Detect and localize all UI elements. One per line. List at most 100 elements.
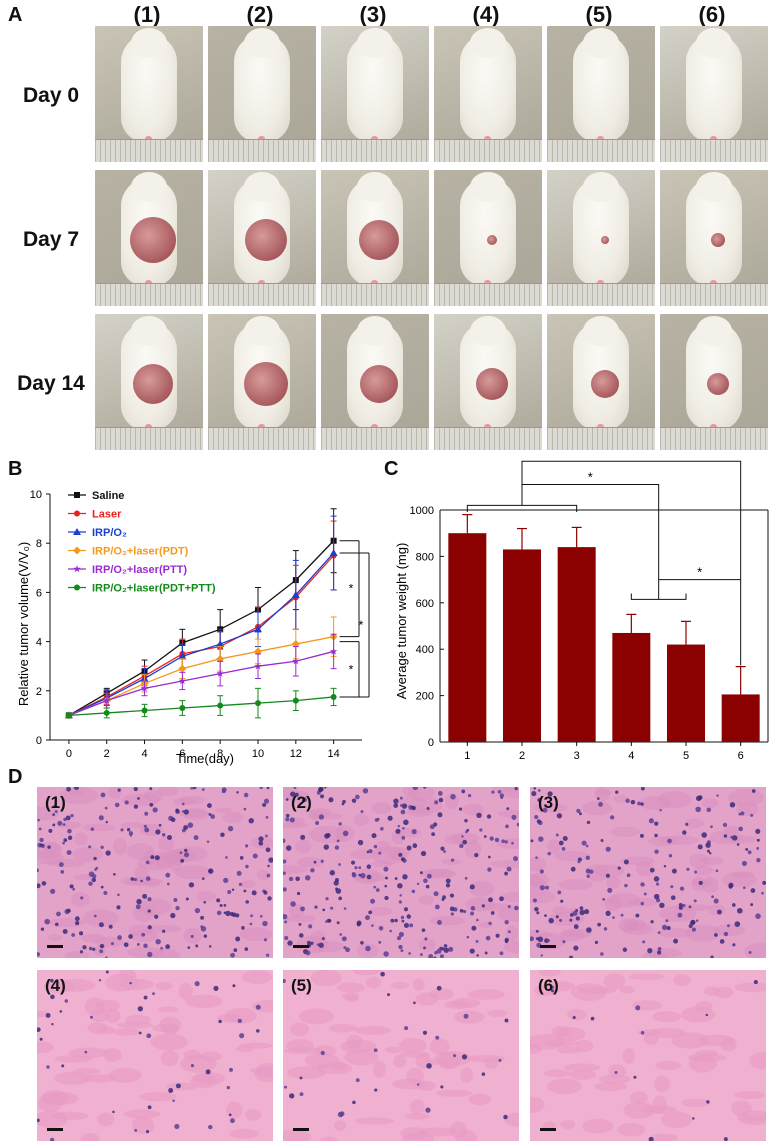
cell-nucleus: [657, 947, 662, 951]
cell-nucleus: [706, 849, 710, 853]
cell-nucleus: [74, 916, 80, 922]
cell-nucleus: [397, 883, 403, 889]
tissue-fiber: [159, 1016, 182, 1034]
tissue-fiber: [689, 853, 709, 869]
series-line: [68, 650, 334, 717]
cell-nucleus: [318, 787, 324, 792]
mouse-photo: [547, 314, 655, 450]
cell-nucleus: [184, 848, 188, 853]
tissue-fiber: [453, 1010, 485, 1024]
tissue-fiber: [97, 1112, 115, 1127]
tissue-fiber: [72, 846, 104, 862]
cell-nucleus: [661, 924, 668, 931]
cell-nucleus: [320, 859, 324, 863]
cell-nucleus: [671, 868, 677, 874]
cell-nucleus: [401, 803, 408, 809]
cell-nucleus: [123, 942, 129, 948]
cell-nucleus: [66, 908, 71, 913]
cell-nucleus: [284, 920, 288, 924]
mouse-photo: [208, 314, 316, 450]
tumor-volume-line-chart: 0 2 4 6 8 10 12 14 0 2 4 6 8 10 Saline Laser IRP/O₂ IRP/…: [16, 489, 370, 766]
cell-nucleus: [389, 929, 392, 933]
cell-nucleus: [231, 912, 237, 918]
cell-nucleus: [461, 835, 464, 838]
cell-nucleus: [263, 798, 270, 804]
cell-nucleus: [99, 943, 105, 949]
cell-nucleus: [324, 787, 327, 789]
cell-nucleus: [362, 788, 369, 794]
cell-nucleus: [230, 952, 235, 958]
cell-nucleus: [691, 927, 696, 932]
x-tick-label: 6: [179, 748, 185, 760]
cell-nucleus: [205, 1069, 211, 1075]
tissue-fiber: [283, 865, 307, 874]
cell-nucleus: [290, 901, 296, 907]
cell-nucleus: [730, 835, 733, 839]
cell-nucleus: [459, 843, 464, 849]
tissue-fiber: [41, 1090, 69, 1106]
y-tick-label: 8: [36, 538, 42, 550]
cell-nucleus: [98, 979, 102, 982]
cell-nucleus: [94, 868, 97, 871]
tissue-fiber: [623, 1101, 655, 1119]
column-label: (1): [133, 2, 161, 27]
cell-nucleus: [194, 981, 200, 987]
cell-nucleus: [443, 850, 446, 853]
mouse-photo: [95, 26, 203, 162]
cell-nucleus: [336, 839, 340, 843]
cell-nucleus: [232, 984, 236, 988]
x-tick-label: 3: [574, 750, 580, 762]
tissue-fiber: [244, 1109, 262, 1121]
cell-nucleus: [104, 806, 108, 810]
histology-label: (5): [291, 976, 312, 995]
cell-nucleus: [69, 884, 74, 889]
tissue-fiber: [52, 1111, 89, 1120]
tissue-fiber: [680, 1006, 716, 1023]
cell-nucleus: [723, 1137, 728, 1141]
cell-nucleus: [663, 864, 667, 868]
cell-nucleus: [670, 895, 676, 901]
cell-nucleus: [423, 946, 426, 950]
tissue-fiber: [658, 928, 695, 938]
cell-nucleus: [93, 914, 97, 918]
cell-nucleus: [581, 840, 587, 846]
tissue-fiber: [398, 1038, 427, 1054]
cell-nucleus: [60, 870, 65, 874]
cell-nucleus: [537, 936, 544, 943]
cell-nucleus: [352, 1100, 356, 1105]
cell-nucleus: [716, 909, 722, 915]
cell-nucleus: [569, 918, 573, 922]
cell-nucleus: [250, 914, 254, 918]
cell-nucleus: [262, 802, 267, 807]
cell-nucleus: [48, 828, 53, 833]
cell-nucleus: [47, 845, 51, 849]
tissue-fiber: [222, 812, 244, 824]
tissue-fiber: [652, 1011, 682, 1023]
cell-nucleus: [265, 953, 270, 957]
data-point: [254, 662, 262, 670]
cell-nucleus: [354, 866, 358, 870]
cell-nucleus: [584, 909, 590, 915]
cell-nucleus: [506, 807, 510, 811]
cell-nucleus: [145, 1130, 150, 1134]
cell-nucleus: [487, 855, 491, 859]
cell-nucleus: [235, 936, 241, 942]
tissue-fiber: [429, 916, 466, 926]
y-axis-label: Relative tumor volume(V/V₀): [16, 542, 31, 706]
cell-nucleus: [206, 840, 210, 843]
cell-nucleus: [469, 948, 475, 954]
cell-nucleus: [326, 833, 331, 838]
cell-nucleus: [688, 905, 692, 909]
cell-nucleus: [579, 906, 584, 910]
tissue-fiber: [546, 1078, 582, 1095]
cell-nucleus: [487, 867, 492, 872]
cell-nucleus: [322, 908, 326, 912]
cell-nucleus: [243, 807, 247, 811]
cell-nucleus: [697, 795, 703, 800]
cell-nucleus: [426, 1063, 432, 1069]
tissue-fiber: [192, 1072, 225, 1085]
cell-nucleus: [685, 822, 689, 826]
cell-nucleus: [715, 869, 719, 873]
cell-nucleus: [653, 893, 660, 900]
cell-nucleus: [499, 951, 504, 956]
